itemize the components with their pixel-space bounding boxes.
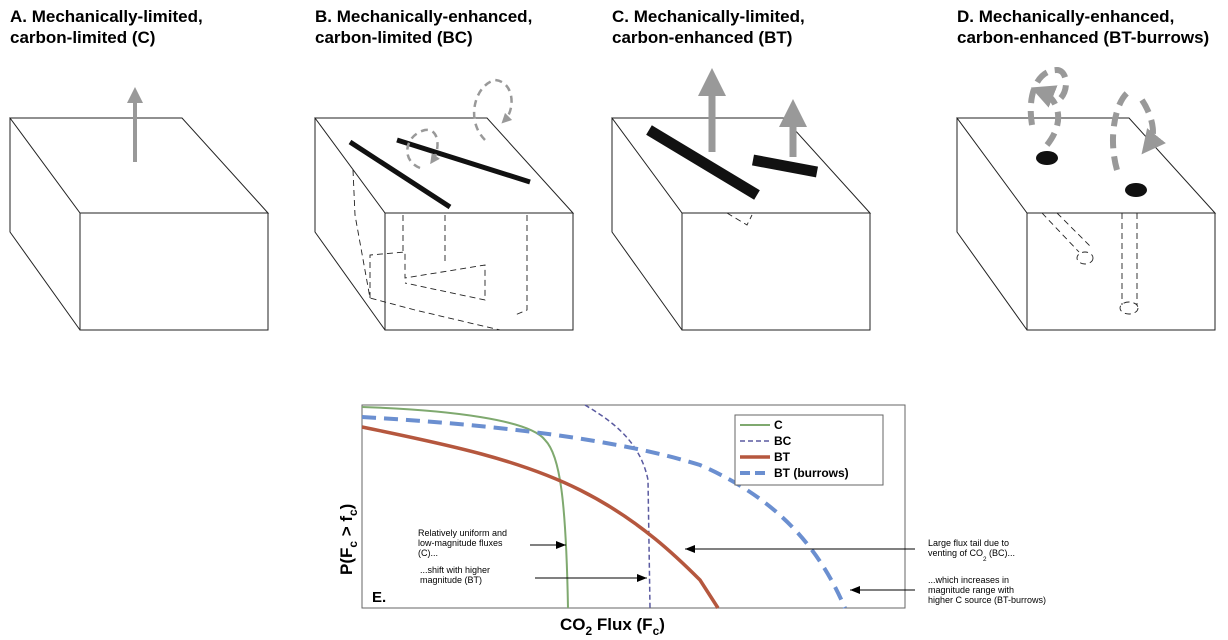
y-axis-label: P(Fc > fc) [337, 504, 360, 575]
text-part: P(F [337, 548, 356, 575]
panel-title: carbon-enhanced (BT-burrows) [957, 28, 1209, 47]
text-part: venting of CO [928, 548, 983, 558]
text-part: Flux (F [592, 615, 652, 634]
box-b [314, 78, 575, 331]
panel-title: carbon-limited (C) [10, 28, 155, 47]
text-part: Relatively uniform and [418, 528, 507, 538]
annotation: venting of CO2 (BC)... [928, 548, 1015, 563]
legend-entry: BT [774, 450, 791, 464]
panel-title: carbon-limited (BC) [315, 28, 473, 47]
text-part: ) [659, 615, 665, 634]
panel-title: C. Mechanically-limited, [612, 7, 805, 26]
text-part: c [346, 541, 360, 548]
panel-title: D. Mechanically-enhanced, [957, 7, 1174, 26]
text-part: magnitude range with [928, 585, 1014, 595]
plot-e [361, 404, 915, 609]
box-a [9, 87, 270, 331]
annotation: magnitude (BT) [420, 575, 482, 585]
x-axis-label: CO2 Flux (Fc) [560, 615, 665, 638]
legend-entry: BT (burrows) [774, 466, 849, 480]
text-part: Large flux tail due to [928, 538, 1009, 548]
annotation: Large flux tail due to [928, 538, 1009, 548]
annotation: low-magnitude fluxes [418, 538, 503, 548]
text-part: 2 [983, 556, 987, 563]
panel-label: E. [372, 589, 386, 606]
annotation: magnitude range with [928, 585, 1014, 595]
text-part: ...which increases in [928, 575, 1009, 585]
panel-title: A. Mechanically-limited, [10, 7, 203, 26]
annotation: higher C source (BT-burrows) [928, 595, 1046, 605]
text-part: ...shift with higher [420, 565, 490, 575]
text-part: c [653, 624, 660, 638]
text-part: higher C source (BT-burrows) [928, 595, 1046, 605]
text-part: CO [560, 615, 586, 634]
annotation: Relatively uniform and [418, 528, 507, 538]
text-part: (C)... [418, 548, 438, 558]
text-part: magnitude (BT) [420, 575, 482, 585]
panel-title: carbon-enhanced (BT) [612, 28, 792, 47]
text-part: (BC)... [987, 548, 1016, 558]
annotation: ...which increases in [928, 575, 1009, 585]
legend-entry: BC [774, 434, 792, 448]
text-part: 2 [586, 624, 593, 638]
text-part: low-magnitude fluxes [418, 538, 503, 548]
text-part: ) [337, 504, 356, 510]
text-part: > f [337, 516, 356, 541]
panel-title: B. Mechanically-enhanced, [315, 7, 532, 26]
annotation: (C)... [418, 548, 438, 558]
box-c [611, 68, 872, 331]
text-part: c [346, 509, 360, 516]
legend-entry: C [774, 418, 783, 432]
box-d [956, 66, 1217, 331]
annotation: ...shift with higher [420, 565, 490, 575]
